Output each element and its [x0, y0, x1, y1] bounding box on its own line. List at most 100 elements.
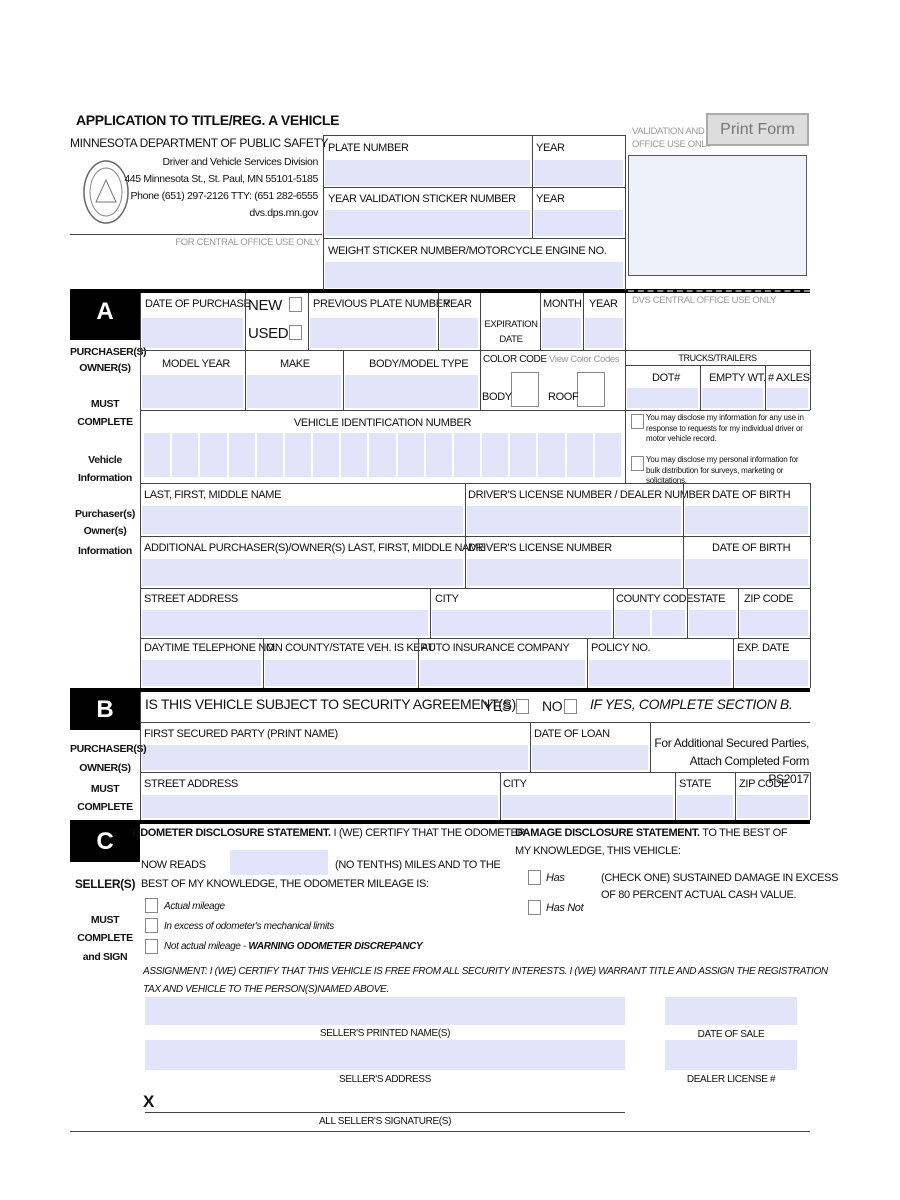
input-field[interactable] — [735, 660, 808, 686]
side-label: Owner(s) — [83, 525, 127, 537]
input-field[interactable] — [265, 660, 416, 686]
input-field[interactable] — [200, 433, 227, 477]
input-field[interactable] — [534, 160, 623, 186]
input-field[interactable] — [142, 610, 428, 636]
input-field[interactable] — [142, 375, 243, 408]
input-field[interactable] — [142, 745, 528, 770]
field-label: DATE OF BIRTH — [712, 542, 791, 554]
input-field[interactable] — [369, 433, 396, 477]
checkbox[interactable] — [145, 939, 158, 954]
side-label: COMPLETE — [77, 801, 133, 813]
input-field[interactable] — [142, 318, 243, 348]
input-field[interactable] — [145, 997, 625, 1025]
input-field[interactable] — [172, 433, 199, 477]
input-field[interactable] — [652, 610, 685, 636]
input-field[interactable] — [502, 795, 673, 818]
input-field[interactable] — [341, 433, 368, 477]
rule — [625, 293, 626, 350]
input-field[interactable] — [702, 388, 763, 408]
input-field[interactable] — [585, 318, 623, 348]
input-field[interactable] — [325, 160, 530, 186]
input-field[interactable] — [345, 375, 478, 408]
checkbox[interactable] — [631, 414, 644, 429]
input-field[interactable] — [589, 660, 731, 686]
rule — [810, 588, 811, 638]
input-field[interactable] — [284, 433, 312, 477]
input-field[interactable] — [767, 388, 808, 408]
input-field[interactable] — [542, 318, 581, 348]
rule — [323, 135, 625, 136]
input-field[interactable] — [532, 745, 648, 770]
side-label: COMPLETE — [77, 932, 133, 944]
checkbox[interactable] — [516, 699, 529, 714]
checkbox[interactable] — [289, 325, 302, 340]
link[interactable]: View Color Codes — [549, 354, 620, 365]
input-field[interactable] — [325, 262, 623, 288]
checkbox[interactable] — [145, 898, 158, 913]
input-field[interactable] — [256, 433, 283, 477]
input-field[interactable] — [230, 850, 328, 875]
option-label: Actual mileage — [164, 901, 225, 912]
color-box[interactable] — [577, 372, 605, 407]
option-label: Has — [546, 872, 565, 884]
input-field[interactable] — [534, 210, 623, 236]
side-label: PURCHASER(S) — [70, 743, 147, 755]
input-field[interactable] — [145, 1040, 625, 1070]
input-field[interactable] — [432, 610, 611, 636]
input-field[interactable] — [467, 506, 681, 534]
assignment: ASSIGNMENT: I (WE) CERTIFY THAT THIS VEH… — [143, 966, 828, 977]
input-field[interactable] — [566, 433, 593, 477]
input-field[interactable] — [453, 433, 481, 477]
print-button[interactable]: Print Form — [706, 113, 809, 146]
input-field[interactable] — [538, 433, 565, 477]
checkbox[interactable] — [289, 297, 302, 312]
input-field[interactable] — [142, 795, 498, 818]
input-field[interactable] — [420, 660, 585, 686]
rule — [245, 293, 246, 350]
input-field[interactable] — [615, 610, 650, 636]
input-field[interactable] — [313, 433, 340, 477]
option-label: NO — [542, 698, 563, 714]
checkbox[interactable] — [631, 456, 644, 471]
checkbox[interactable] — [564, 699, 577, 714]
input-field[interactable] — [467, 559, 681, 586]
input-field[interactable] — [142, 660, 261, 686]
field-label: LAST, FIRST, MIDDLE NAME — [144, 489, 282, 501]
side-label: Information — [78, 472, 132, 484]
field-label: YEAR — [536, 142, 565, 154]
input-field[interactable] — [627, 388, 698, 408]
input-field[interactable] — [142, 506, 463, 534]
field-label: FIRST SECURED PARTY (PRINT NAME) — [144, 728, 338, 740]
input-field[interactable] — [425, 433, 452, 477]
input-field[interactable] — [228, 433, 255, 477]
statement-text: TO THE BEST OF — [702, 827, 788, 839]
input-field[interactable] — [665, 997, 797, 1025]
section-letter: B — [96, 696, 114, 723]
input-field[interactable] — [689, 610, 736, 636]
input-field[interactable] — [685, 506, 808, 534]
input-field[interactable] — [144, 433, 171, 477]
input-field[interactable] — [482, 433, 509, 477]
checkbox[interactable] — [528, 900, 541, 915]
note: For Additional Secured Parties, Attach C… — [654, 736, 809, 786]
input-field[interactable] — [397, 433, 424, 477]
field-label: SELLER'S PRINTED NAME(S) — [319, 1028, 451, 1039]
input-field[interactable] — [247, 375, 341, 408]
color-box[interactable] — [511, 372, 539, 407]
input-field[interactable] — [440, 318, 478, 348]
rule — [245, 350, 246, 410]
input-field[interactable] — [510, 433, 537, 477]
rule — [587, 638, 588, 688]
input-field[interactable] — [665, 1040, 797, 1070]
checkbox[interactable] — [145, 918, 158, 933]
input-field[interactable] — [740, 610, 808, 636]
input-field[interactable] — [685, 559, 808, 586]
input-field[interactable] — [677, 795, 733, 818]
input-field[interactable] — [737, 795, 808, 818]
rule — [343, 350, 344, 410]
input-field[interactable] — [325, 210, 530, 236]
input-field[interactable] — [310, 318, 436, 348]
checkbox[interactable] — [528, 870, 541, 885]
input-field[interactable] — [594, 433, 621, 477]
input-field[interactable] — [142, 559, 463, 586]
